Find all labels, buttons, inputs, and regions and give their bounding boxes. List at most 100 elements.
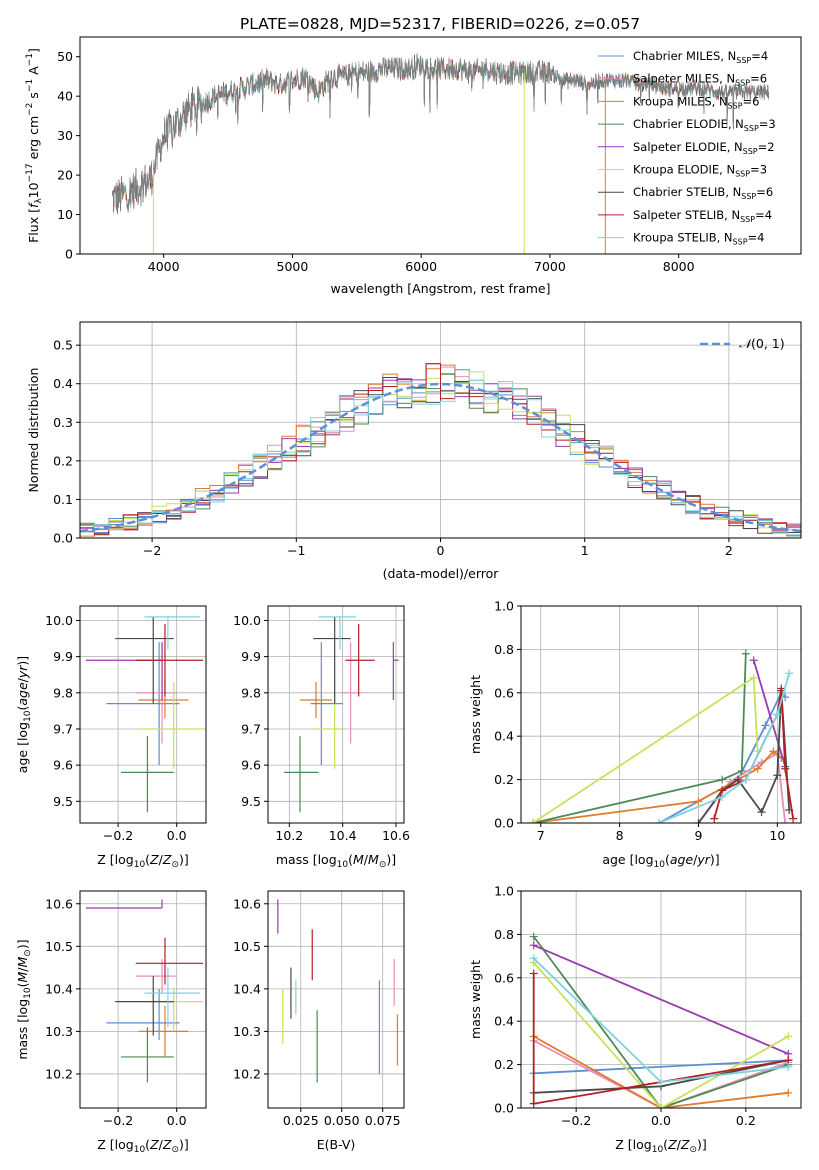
spectrum-plot-area bbox=[111, 53, 770, 254]
weight-marker bbox=[761, 721, 770, 730]
weight-line bbox=[533, 1035, 789, 1108]
y-tick-label: 0.6 bbox=[494, 685, 514, 700]
weight-line bbox=[532, 936, 789, 1108]
z-mass-frame bbox=[79, 890, 207, 1109]
legend-label: Chabrier ELODIE, NSSP=3 bbox=[633, 117, 776, 133]
y-tick-label: 9.8 bbox=[53, 685, 73, 700]
weight-marker bbox=[773, 771, 782, 780]
y-tick-label: 0.6 bbox=[494, 970, 514, 985]
y-tick-label: 10.0 bbox=[233, 613, 261, 628]
weight-marker bbox=[737, 766, 746, 775]
y-tick-label: 10.2 bbox=[233, 1066, 261, 1081]
legend-label: Salpeter STELIB, NSSP=4 bbox=[633, 208, 772, 224]
z-mass-plot-area bbox=[85, 899, 204, 1083]
z-mass-panel: −0.2 0.0 10.2 10.3 10.4 10.5 10.6 Z [log10(Z/Z⊙… bbox=[15, 890, 207, 1155]
y-tick-label: 0.2 bbox=[494, 772, 514, 787]
mass-age-panel: 10.2 10.4 10.6 9.5 9.6 9.7 9.8 9.9 10.0 mass [log… bbox=[233, 605, 410, 870]
x-axis-label: E(B-V) bbox=[317, 1137, 356, 1152]
x-tick-label: 10.2 bbox=[275, 828, 303, 843]
legend-label: Salpeter ELODIE, NSSP=2 bbox=[633, 140, 775, 156]
x-tick-label: 10.4 bbox=[329, 828, 357, 843]
y-tick-label: 0.5 bbox=[53, 338, 73, 353]
x-tick-label: 7000 bbox=[534, 259, 566, 274]
age-weight-plot-area bbox=[528, 649, 798, 823]
weight-marker bbox=[741, 775, 750, 784]
x-tick-label: 0.075 bbox=[365, 1113, 401, 1128]
ebv-mass-plot-area bbox=[277, 899, 399, 1083]
weight-line bbox=[533, 944, 789, 1055]
spectrum-panel: 4000 5000 6000 7000 8000 0 10 20 30 40 50 wavelengt… bbox=[25, 36, 802, 296]
y-tick-label: 9.7 bbox=[53, 721, 73, 736]
weight-marker bbox=[529, 941, 538, 950]
weight-marker bbox=[789, 814, 798, 823]
weight-line bbox=[533, 962, 789, 1108]
y-tick-label: 0.0 bbox=[494, 1101, 514, 1116]
y-tick-label: 0.4 bbox=[494, 1014, 514, 1029]
residuals-plot-area bbox=[80, 363, 801, 537]
weight-marker bbox=[749, 656, 758, 665]
y-tick-label: 0.2 bbox=[53, 453, 73, 468]
x-tick-label: 7 bbox=[537, 828, 545, 843]
legend-label: Chabrier MILES, NSSP=4 bbox=[633, 49, 768, 65]
weight-line bbox=[658, 673, 791, 823]
weight-line bbox=[533, 1039, 789, 1108]
y-tick-label: 9.9 bbox=[53, 649, 73, 664]
x-axis-label: Z [log10(Z/Z⊙)] bbox=[615, 1137, 707, 1155]
y-tick-label: 0.8 bbox=[494, 642, 514, 657]
weight-marker bbox=[657, 1104, 665, 1108]
x-tick-label: 9 bbox=[694, 828, 702, 843]
x-tick-label: 0.0 bbox=[167, 828, 187, 843]
x-tick-label: 0.0 bbox=[651, 1113, 671, 1128]
y-tick-label: 9.7 bbox=[241, 721, 261, 736]
mass-age-frame bbox=[267, 605, 405, 824]
weight-marker bbox=[529, 932, 538, 941]
weight-marker bbox=[769, 747, 778, 756]
weight-marker bbox=[753, 764, 762, 773]
y-axis-label: age [log10(age/yr)] bbox=[15, 656, 33, 773]
weight-marker bbox=[718, 792, 727, 801]
y-tick-label: 0.4 bbox=[494, 729, 514, 744]
y-axis-label: mass weight bbox=[468, 960, 483, 1039]
histogram-step bbox=[80, 379, 801, 536]
x-axis-label: Z [log10(Z/Z⊙)] bbox=[97, 852, 189, 870]
legend-label: 𝒩(0, 1) bbox=[739, 336, 785, 351]
weight-marker bbox=[785, 669, 794, 678]
mass-age-plot-area bbox=[284, 616, 399, 813]
ebv-mass-frame bbox=[267, 890, 405, 1109]
weight-marker bbox=[655, 819, 664, 823]
weight-marker bbox=[757, 808, 766, 817]
y-tick-label: 0.4 bbox=[53, 376, 73, 391]
ebv-mass-panel: 0.025 0.050 0.075 10.2 10.3 10.4 10.5 10.6 E(B-V… bbox=[233, 890, 405, 1152]
y-tick-label: 0.2 bbox=[494, 1057, 514, 1072]
weight-marker bbox=[529, 1099, 538, 1108]
x-tick-label: 8000 bbox=[663, 259, 695, 274]
weight-marker bbox=[749, 673, 758, 682]
x-tick-label: 10.6 bbox=[382, 828, 410, 843]
y-tick-label: 10.4 bbox=[233, 981, 261, 996]
weight-marker bbox=[710, 814, 719, 823]
y-tick-label: 0.1 bbox=[53, 492, 73, 507]
z-age-frame bbox=[79, 605, 207, 824]
y-tick-label: 9.5 bbox=[241, 794, 261, 809]
y-axis-label: Normed distribution bbox=[26, 368, 41, 493]
legend-label: Salpeter MILES, NSSP=6 bbox=[633, 72, 767, 88]
weight-marker bbox=[694, 797, 703, 806]
z-weight-plot-area bbox=[529, 932, 793, 1108]
y-tick-label: 0.0 bbox=[494, 816, 514, 831]
y-tick-label: 30 bbox=[57, 128, 73, 143]
weight-marker bbox=[784, 1088, 793, 1097]
x-axis-label: age [log10(age/yr)] bbox=[602, 852, 719, 870]
y-tick-label: 9.8 bbox=[241, 685, 261, 700]
figure-title: PLATE=0828, MJD=52317, FIBERID=0226, z=0… bbox=[240, 15, 640, 33]
weight-line bbox=[532, 675, 759, 823]
y-tick-label: 10.0 bbox=[45, 613, 73, 628]
x-tick-label: 6000 bbox=[405, 259, 437, 274]
y-tick-label: 10.2 bbox=[45, 1066, 73, 1081]
y-tick-label: 1.0 bbox=[494, 884, 514, 899]
y-tick-label: 10.5 bbox=[45, 939, 73, 954]
legend-label: Kroupa MILES, NSSP=6 bbox=[633, 94, 759, 110]
histogram-step bbox=[80, 363, 801, 536]
weight-marker bbox=[773, 710, 782, 719]
y-tick-label: 0.3 bbox=[53, 415, 73, 430]
y-tick-label: 10.5 bbox=[233, 939, 261, 954]
